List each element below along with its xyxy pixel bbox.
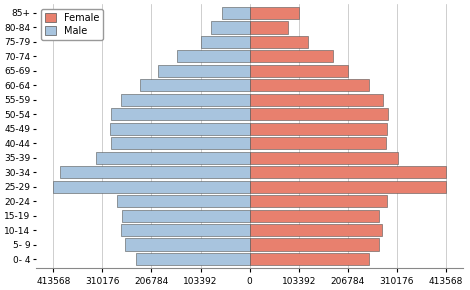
- Bar: [96, 152, 250, 164]
- Bar: [250, 79, 369, 91]
- Legend: Female, Male: Female, Male: [41, 9, 103, 40]
- Bar: [250, 36, 308, 48]
- Bar: [53, 181, 250, 193]
- Bar: [158, 65, 250, 77]
- Bar: [111, 108, 250, 120]
- Bar: [111, 137, 250, 149]
- Bar: [122, 209, 250, 222]
- Bar: [250, 108, 388, 120]
- Bar: [250, 21, 288, 34]
- Bar: [250, 238, 379, 251]
- Bar: [250, 50, 333, 62]
- Bar: [140, 79, 250, 91]
- Bar: [250, 152, 398, 164]
- Bar: [117, 195, 250, 207]
- Bar: [250, 94, 383, 106]
- Bar: [125, 238, 250, 251]
- Bar: [250, 137, 385, 149]
- Bar: [250, 65, 348, 77]
- Bar: [250, 209, 379, 222]
- Bar: [250, 166, 446, 178]
- Bar: [250, 195, 387, 207]
- Bar: [120, 94, 250, 106]
- Bar: [201, 36, 250, 48]
- Bar: [120, 224, 250, 236]
- Bar: [110, 123, 250, 135]
- Bar: [250, 123, 387, 135]
- Bar: [250, 253, 369, 265]
- Bar: [211, 21, 250, 34]
- Bar: [136, 253, 250, 265]
- Bar: [60, 166, 250, 178]
- Bar: [250, 181, 446, 193]
- Bar: [222, 7, 250, 19]
- Bar: [178, 50, 250, 62]
- Bar: [250, 224, 382, 236]
- Bar: [250, 7, 299, 19]
